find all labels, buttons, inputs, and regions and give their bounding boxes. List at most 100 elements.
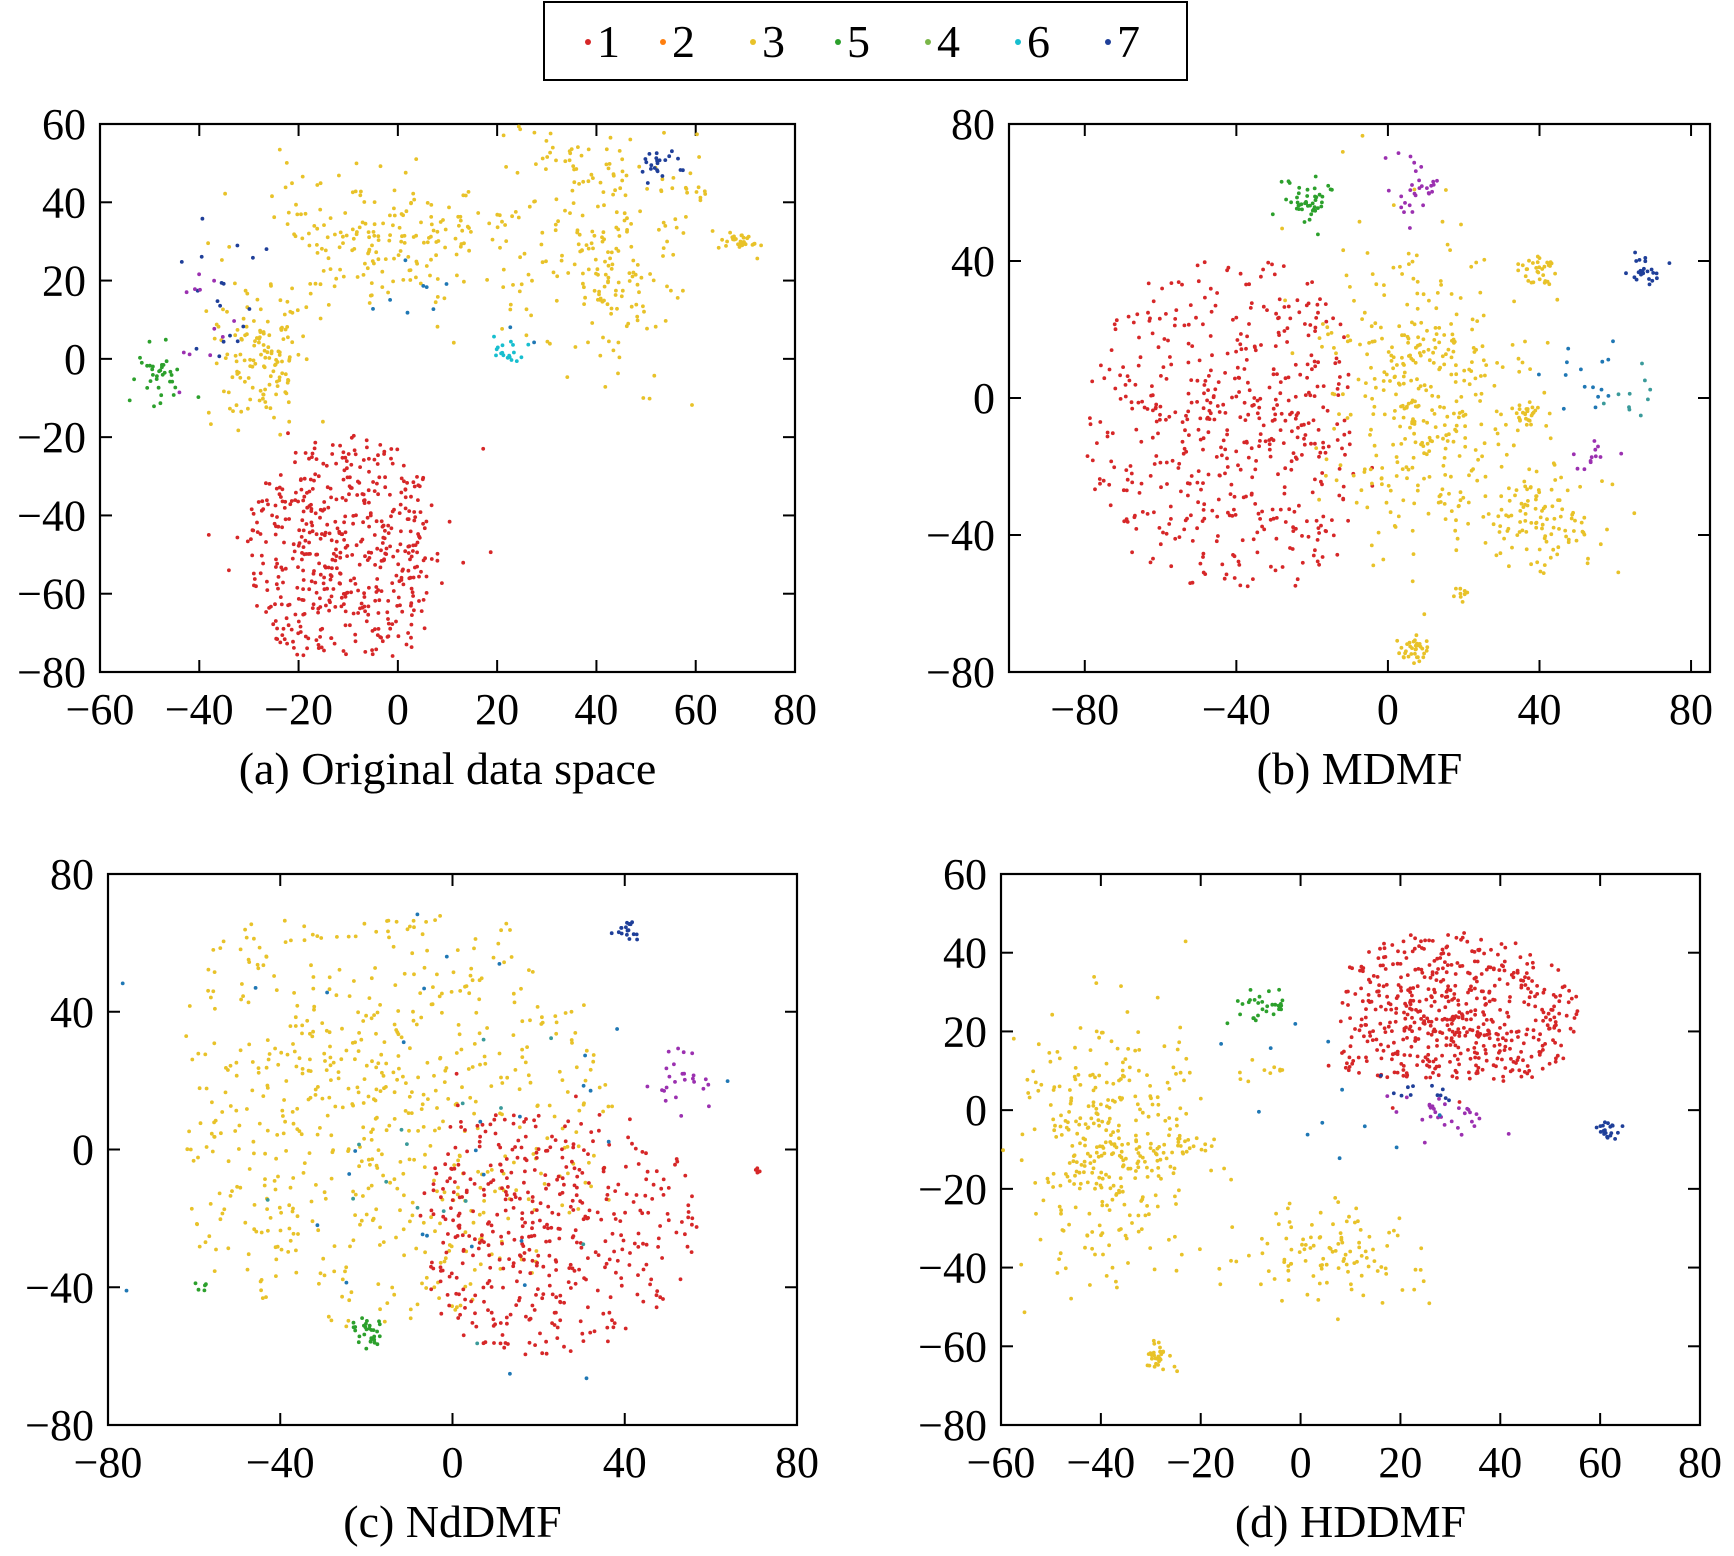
- point-series-3: [223, 1090, 228, 1095]
- point-series-3: [274, 358, 278, 362]
- point-series-3: [604, 147, 609, 152]
- point-series-1: [341, 450, 346, 455]
- point-series-3: [496, 941, 501, 946]
- point-series-1: [1137, 335, 1141, 340]
- point-series-purple: [1399, 205, 1404, 210]
- point-series-3: [272, 415, 276, 420]
- point-series-1: [571, 1208, 576, 1212]
- point-series-1: [685, 1244, 690, 1249]
- point-series-3: [411, 1018, 416, 1023]
- point-series-3: [1476, 457, 1480, 462]
- point-series-3: [1073, 1045, 1077, 1050]
- point-series-1: [655, 1289, 660, 1293]
- point-series-1: [1253, 345, 1257, 350]
- point-series-1: [515, 1155, 520, 1160]
- point-series-7: [1637, 258, 1642, 262]
- point-series-3: [303, 211, 308, 216]
- point-series-1: [1427, 938, 1431, 943]
- point-series-3: [1427, 475, 1432, 479]
- point-series-1: [1311, 553, 1316, 558]
- point-series-3: [1530, 405, 1535, 410]
- point-series-7: [264, 247, 269, 252]
- point-series-3: [511, 1033, 516, 1037]
- point-series-1: [1398, 962, 1403, 966]
- points: [127, 124, 763, 658]
- point-series-3: [226, 390, 231, 395]
- point-series-3: [318, 181, 323, 186]
- point-series-3: [440, 1010, 444, 1015]
- point-series-1: [352, 576, 356, 581]
- point-series-3: [1372, 443, 1377, 448]
- point-series-3: [458, 214, 463, 219]
- point-series-steel: [401, 1040, 406, 1045]
- legend-marker: [585, 39, 591, 45]
- point-series-3: [1117, 1136, 1121, 1141]
- point-series-3: [576, 145, 580, 150]
- point-series-1: [413, 515, 418, 519]
- point-series-1: [1186, 493, 1190, 498]
- point-series-1: [1123, 383, 1128, 387]
- point-series-3: [287, 1226, 292, 1231]
- point-series-3: [236, 428, 241, 433]
- point-series-3: [1284, 1236, 1289, 1241]
- point-series-3: [246, 406, 250, 411]
- point-series-1: [310, 523, 315, 528]
- point-series-1: [623, 1326, 628, 1331]
- point-series-3: [530, 278, 534, 283]
- point-series-3: [1020, 1132, 1025, 1137]
- point-series-1: [286, 431, 290, 436]
- point-series-3: [1316, 1298, 1321, 1302]
- point-series-3: [369, 1138, 374, 1142]
- point-series-1: [1544, 1015, 1548, 1020]
- point-series-3: [355, 275, 360, 279]
- point-series-1: [503, 1197, 508, 1202]
- point-series-3: [506, 1216, 511, 1221]
- point-series-3: [589, 172, 594, 177]
- point-series-3: [1100, 1203, 1105, 1208]
- point-series-1: [386, 523, 391, 528]
- point-series-1: [405, 481, 409, 485]
- point-series-1: [488, 1122, 493, 1127]
- point-series-1: [1335, 422, 1340, 426]
- point-series-1: [1145, 407, 1150, 411]
- point-series-3: [501, 133, 506, 138]
- point-series-3: [1388, 510, 1393, 515]
- point-series-1: [1289, 459, 1294, 464]
- y-tick-label: 0: [64, 335, 86, 384]
- point-series-3: [1286, 1278, 1291, 1282]
- x-tick-label: 0: [387, 685, 409, 734]
- point-series-1: [1427, 963, 1432, 967]
- point-series-3: [1444, 188, 1448, 192]
- point-series-3: [1057, 1056, 1062, 1061]
- point-series-1: [407, 544, 412, 549]
- point-series-3: [1140, 1195, 1145, 1199]
- point-series-1: [644, 1262, 649, 1267]
- point-series-1: [403, 549, 408, 554]
- point-series-3: [1482, 441, 1487, 446]
- point-series-1: [1121, 365, 1125, 369]
- point-series-3: [420, 1102, 425, 1107]
- point-series-1: [553, 1258, 558, 1262]
- point-series-3: [545, 155, 550, 159]
- point-series-1: [309, 509, 314, 513]
- point-series-1: [1168, 355, 1172, 359]
- point-series-1: [273, 532, 278, 537]
- point-series-1: [1507, 999, 1512, 1004]
- point-series-3: [416, 1129, 420, 1133]
- point-series-3: [631, 270, 636, 275]
- point-series-1: [1410, 1015, 1414, 1020]
- point-series-3: [1395, 638, 1400, 643]
- point-series-1: [378, 565, 383, 570]
- point-series-3: [1110, 1265, 1115, 1270]
- point-series-3: [670, 186, 675, 191]
- point-series-3: [1107, 1243, 1111, 1248]
- point-series-1: [390, 581, 395, 585]
- point-series-3: [398, 1160, 403, 1164]
- point-series-3: [1555, 297, 1560, 302]
- point-series-3: [1547, 411, 1552, 416]
- point-series-1: [1381, 1048, 1386, 1053]
- point-series-1: [509, 1170, 514, 1175]
- point-series-3: [204, 309, 209, 313]
- point-series-3: [1156, 1340, 1161, 1345]
- point-series-1: [460, 1261, 465, 1266]
